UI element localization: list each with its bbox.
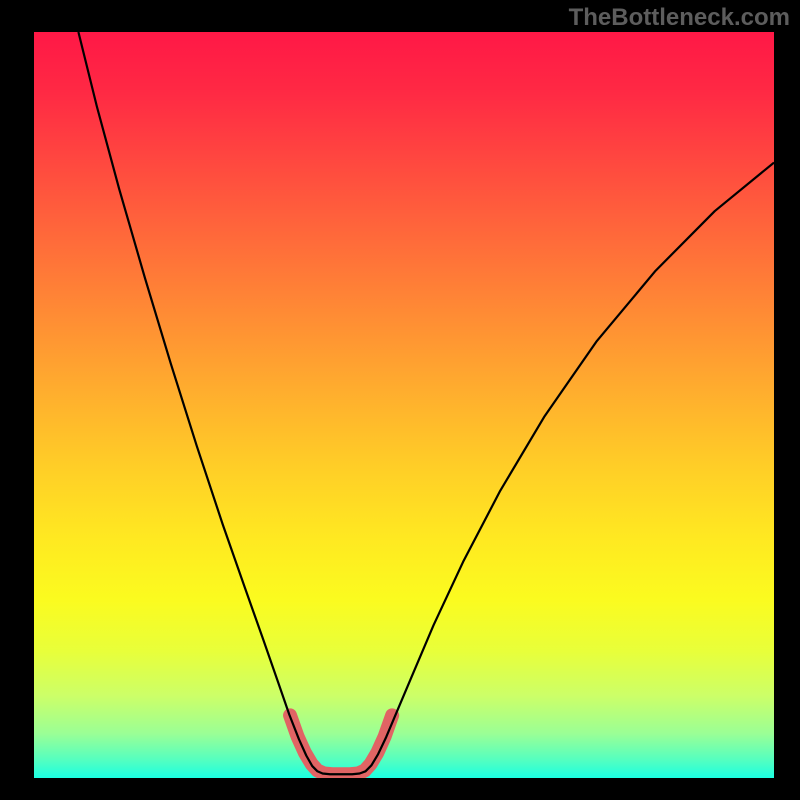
plot-area — [34, 32, 774, 778]
plot-svg — [34, 32, 774, 778]
watermark-text: TheBottleneck.com — [569, 4, 790, 32]
gradient-background — [34, 32, 774, 778]
chart-container: TheBottleneck.com — [0, 0, 800, 800]
